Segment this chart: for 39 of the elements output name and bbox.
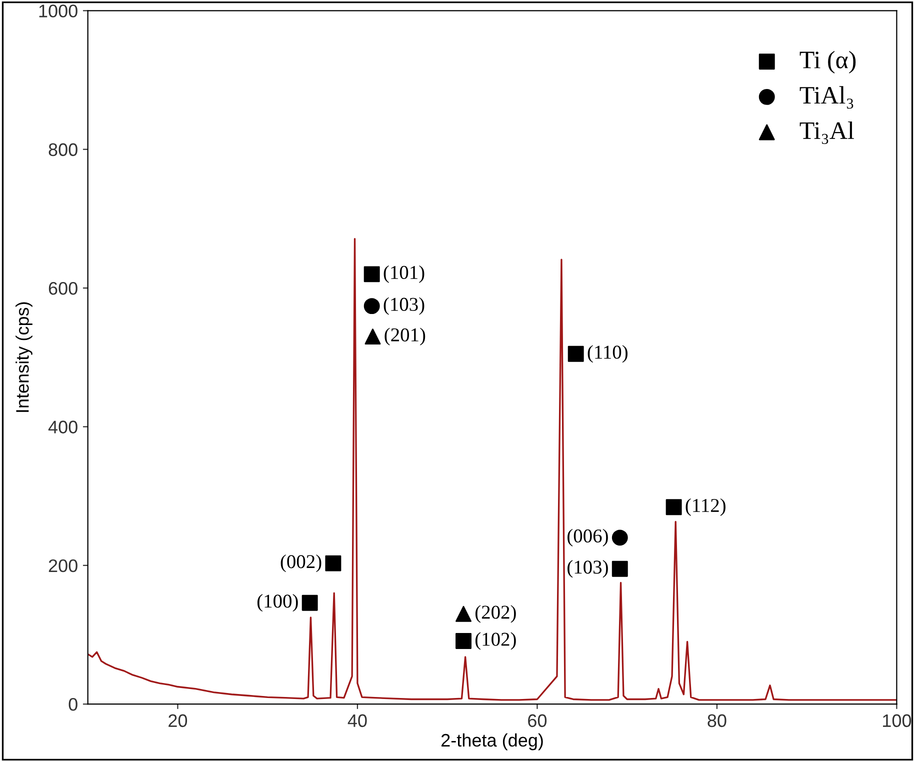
annotation: (100) [257, 594, 298, 612]
y-tick-label: 200 [48, 559, 78, 572]
y-tick-label: 400 [48, 420, 78, 434]
point [456, 633, 472, 649]
x-tick-label: 40 [348, 714, 367, 728]
annotation: (101) [384, 265, 424, 283]
point [612, 530, 628, 546]
y-tick-label: 800 [48, 143, 78, 156]
point [456, 606, 472, 622]
y-axis-title: Intensity (cps) [16, 302, 32, 412]
line-series [88, 238, 897, 701]
point [364, 266, 380, 282]
annotation: (201) [384, 328, 426, 346]
y-tick-label: 1000 [39, 4, 78, 18]
annotation: (006) [568, 528, 608, 546]
x-tick-label: 60 [528, 714, 547, 728]
point [364, 328, 381, 345]
annotation: (002) [280, 554, 322, 572]
x-tick-label: 20 [168, 714, 188, 728]
annotation: (103) [384, 297, 424, 315]
point [364, 298, 380, 314]
y-tick-label: 600 [48, 282, 78, 295]
legend-label: Ti (α) [800, 50, 856, 74]
y-tick-label: 0 [68, 698, 78, 711]
point [568, 346, 584, 362]
x-tick-label: 100 [883, 714, 912, 728]
annotation: (110) [588, 345, 628, 363]
annotation: (103) [568, 560, 608, 578]
x-tick-label: 80 [708, 714, 726, 728]
point [666, 499, 682, 516]
annotation: (112) [686, 498, 726, 516]
x-axis-title: 2-theta (deg) [441, 733, 543, 750]
annotation: (202) [475, 605, 516, 623]
legend-label: Ti₃Al [800, 121, 854, 144]
point [302, 594, 318, 611]
legend-label: TiAl₃ [800, 86, 854, 109]
annotation: (102) [475, 632, 516, 650]
point [325, 555, 342, 572]
point [612, 560, 628, 577]
